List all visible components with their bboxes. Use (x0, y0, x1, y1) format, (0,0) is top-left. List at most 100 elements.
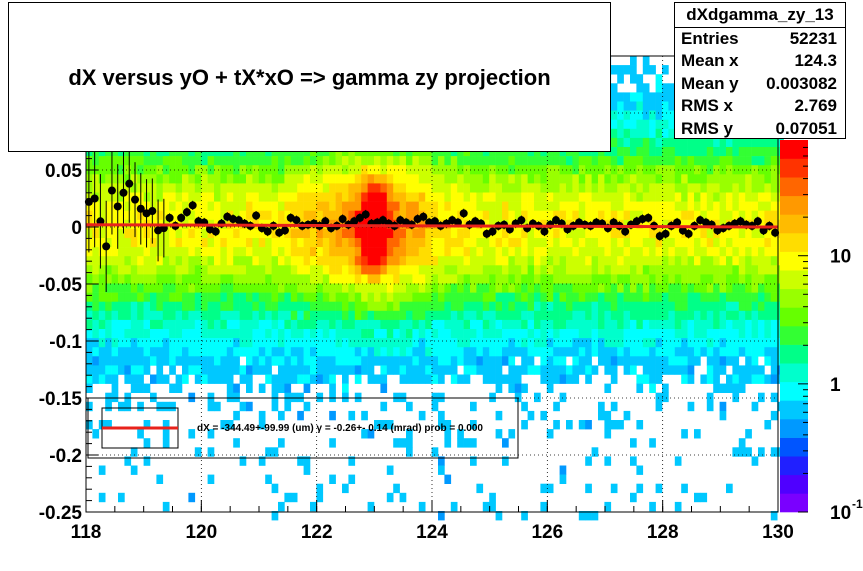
y-tick-label: -0.2 (49, 446, 82, 467)
color-scale-step (780, 400, 808, 420)
color-scale-step (780, 270, 808, 290)
color-scale-step (780, 419, 808, 438)
color-scale-step (780, 344, 808, 364)
stats-label: Entries (681, 29, 739, 48)
profile-point (361, 210, 370, 219)
stats-row-rms-y: RMS y 0.07051 (675, 118, 845, 140)
stats-label: Mean y (681, 73, 739, 93)
color-scale-step (780, 177, 808, 197)
profile-point (609, 218, 618, 227)
stats-value: 124.3 (794, 51, 837, 71)
x-tick-label: 128 (647, 522, 679, 543)
stats-box: dXdgamma_zy_13 Entries 52231 Mean x 124.… (674, 2, 846, 139)
color-scale-exponent: -1 (852, 497, 863, 511)
profile-point (551, 216, 560, 225)
profile-point (102, 242, 111, 251)
profile-point (136, 204, 145, 213)
profile-point (292, 216, 301, 225)
color-scale-step (780, 474, 808, 494)
fit-line (85, 223, 779, 229)
y-tick-label: -0.05 (39, 275, 83, 296)
chart-title: dX versus yO + tX*xO => gamma zy project… (68, 65, 551, 90)
profile-point (234, 216, 243, 225)
profile-point (350, 217, 359, 226)
stats-row-entries: Entries 52231 (675, 28, 845, 50)
profile-point (252, 211, 261, 220)
profile-point (177, 213, 186, 222)
profile-point (678, 226, 687, 235)
profile-point (661, 229, 670, 238)
profile-point (107, 186, 116, 195)
stats-value: 0.07051 (775, 118, 837, 138)
y-tick-label: -0.15 (39, 389, 83, 410)
profile-point (355, 213, 364, 222)
profile-point (540, 227, 549, 236)
profile-point (459, 209, 468, 218)
profile-point (684, 229, 693, 238)
profile-point (673, 218, 682, 227)
y-tick-label: -0.25 (39, 503, 83, 524)
stats-histogram-name: dXdgamma_zy_13 (675, 3, 845, 28)
stats-label: RMS x (681, 96, 733, 116)
stats-row-mean-x: Mean x 124.3 (675, 50, 845, 72)
color-scale-step (780, 233, 808, 252)
stats-value: 2.769 (794, 96, 837, 116)
x-tick-label: 120 (185, 522, 217, 543)
color-scale-step (780, 456, 808, 476)
profile-point (517, 216, 526, 225)
profile-point (430, 217, 439, 226)
color-scale-step (780, 140, 808, 159)
color-scale-step (780, 195, 808, 215)
stats-row-rms-x: RMS x 2.769 (675, 95, 845, 117)
profile-point (113, 202, 122, 211)
color-scale-step (780, 158, 808, 178)
y-tick-label: 0.05 (45, 161, 82, 182)
profile-point (165, 213, 174, 222)
x-tick-label: 126 (531, 522, 563, 543)
profile-point (263, 227, 272, 236)
profile-point (321, 217, 330, 226)
profile-point (125, 179, 134, 188)
color-scale-step (780, 214, 808, 234)
color-scale-step (780, 493, 808, 513)
color-scale-label: 10 (830, 247, 851, 268)
profile-point (644, 213, 653, 222)
profile-point (131, 195, 140, 204)
profile-point (771, 228, 780, 237)
axes: 118 120 122 124 126 128 130 -0.25 -0.2 -0.15 -0.1 -… (39, 55, 794, 543)
x-tick-label: 130 (762, 522, 794, 543)
color-scale-step (780, 381, 808, 401)
y-tick-label: 0 (71, 218, 82, 239)
fit-result-text: dX = -344.49+-99.99 (um) γ = -0.26+- 0.1… (197, 423, 483, 434)
color-scale-step (780, 437, 808, 457)
profile-point (378, 216, 387, 225)
x-tick-label: 118 (71, 522, 102, 543)
y-tick-label: -0.1 (49, 332, 82, 353)
profile-point (90, 194, 99, 203)
fit-legend-box (87, 397, 519, 459)
profile-point (736, 217, 745, 226)
profile-point (182, 208, 191, 217)
color-scale-step (780, 251, 808, 271)
profile-point (188, 201, 197, 210)
color-scale-step (780, 288, 808, 308)
stats-row-mean-y: Mean y 0.003082 (675, 73, 845, 95)
stats-value: 0.003082 (766, 73, 837, 93)
profile-point (119, 188, 128, 197)
profile-point (621, 227, 630, 236)
color-scale-label: 1 (830, 375, 841, 396)
color-scale-step (780, 307, 808, 327)
color-scale-step (780, 326, 808, 345)
stats-label: Mean x (681, 51, 739, 71)
color-scale-step (780, 363, 808, 383)
profile-point (211, 227, 220, 236)
title-box: dX versus yO + tX*xO => gamma zy project… (8, 2, 611, 152)
profile-point (338, 215, 347, 224)
profile-point (419, 212, 428, 221)
profile-point (753, 217, 762, 226)
profile-point (148, 207, 157, 216)
x-tick-label: 122 (301, 522, 333, 543)
profile-point (280, 226, 289, 235)
stats-value: 52231 (789, 29, 837, 48)
